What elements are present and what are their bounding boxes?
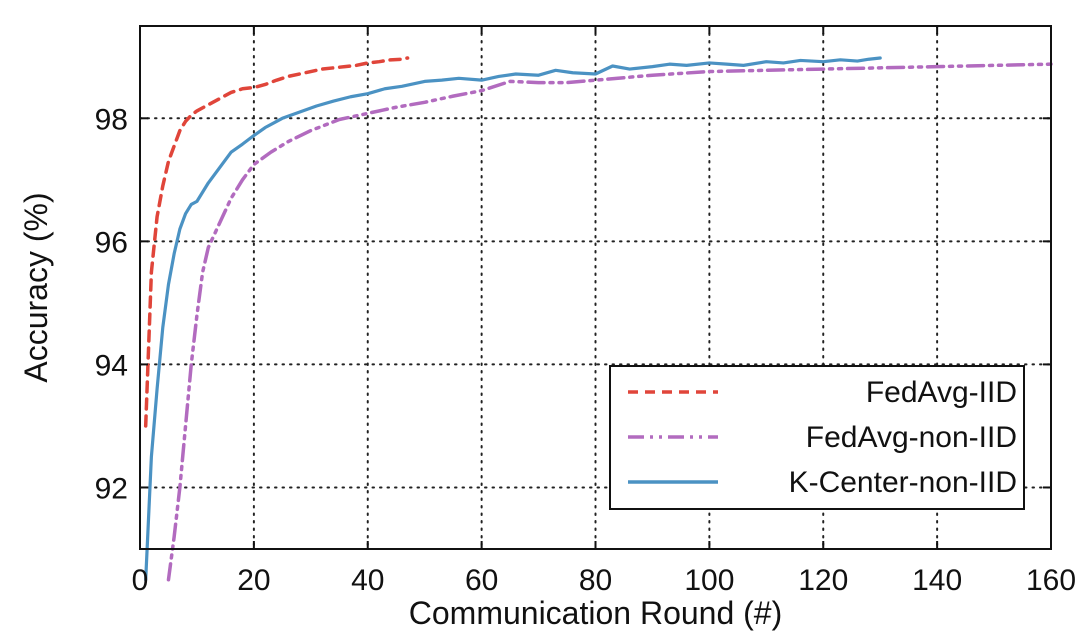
- x-axis-title: Communication Round (#): [409, 595, 783, 631]
- x-tick-label-40: 40: [351, 564, 384, 597]
- legend-label-fedavg-iid: FedAvg-IID: [866, 376, 1017, 409]
- x-tick-label-80: 80: [579, 564, 612, 597]
- x-tick-label-140: 140: [912, 564, 962, 597]
- series-layer: [143, 56, 1053, 582]
- x-tick-label-0: 0: [132, 564, 149, 597]
- y-axis-title: Accuracy (%): [18, 192, 54, 382]
- x-axis-ticks: 0 20 40 60 80 100 120 140 160: [132, 26, 1076, 597]
- x-tick-label-60: 60: [465, 564, 498, 597]
- x-tick-label-160: 160: [1026, 564, 1076, 597]
- legend-label-fedavg-non-iid: FedAvg-non-IID: [806, 421, 1017, 454]
- series-line-fedavg-iid: [143, 56, 410, 428]
- y-tick-label-94: 94: [95, 349, 128, 382]
- x-tick-label-20: 20: [237, 564, 270, 597]
- x-tick-label-120: 120: [798, 564, 848, 597]
- y-tick-label-98: 98: [95, 103, 128, 136]
- legend: FedAvg-IID FedAvg-non-IID K-Center-non-I…: [609, 365, 1025, 510]
- series-line-k-center-non-iid: [144, 56, 882, 582]
- y-tick-label-96: 96: [95, 226, 128, 259]
- series-line-fedavg-non-iid: [166, 62, 1053, 582]
- y-tick-label-92: 92: [95, 472, 128, 505]
- legend-label-k-center-non-iid: K-Center-non-IID: [789, 466, 1017, 499]
- x-tick-label-100: 100: [684, 564, 734, 597]
- y-axis-ticks: 92 94 96 98: [95, 103, 1051, 505]
